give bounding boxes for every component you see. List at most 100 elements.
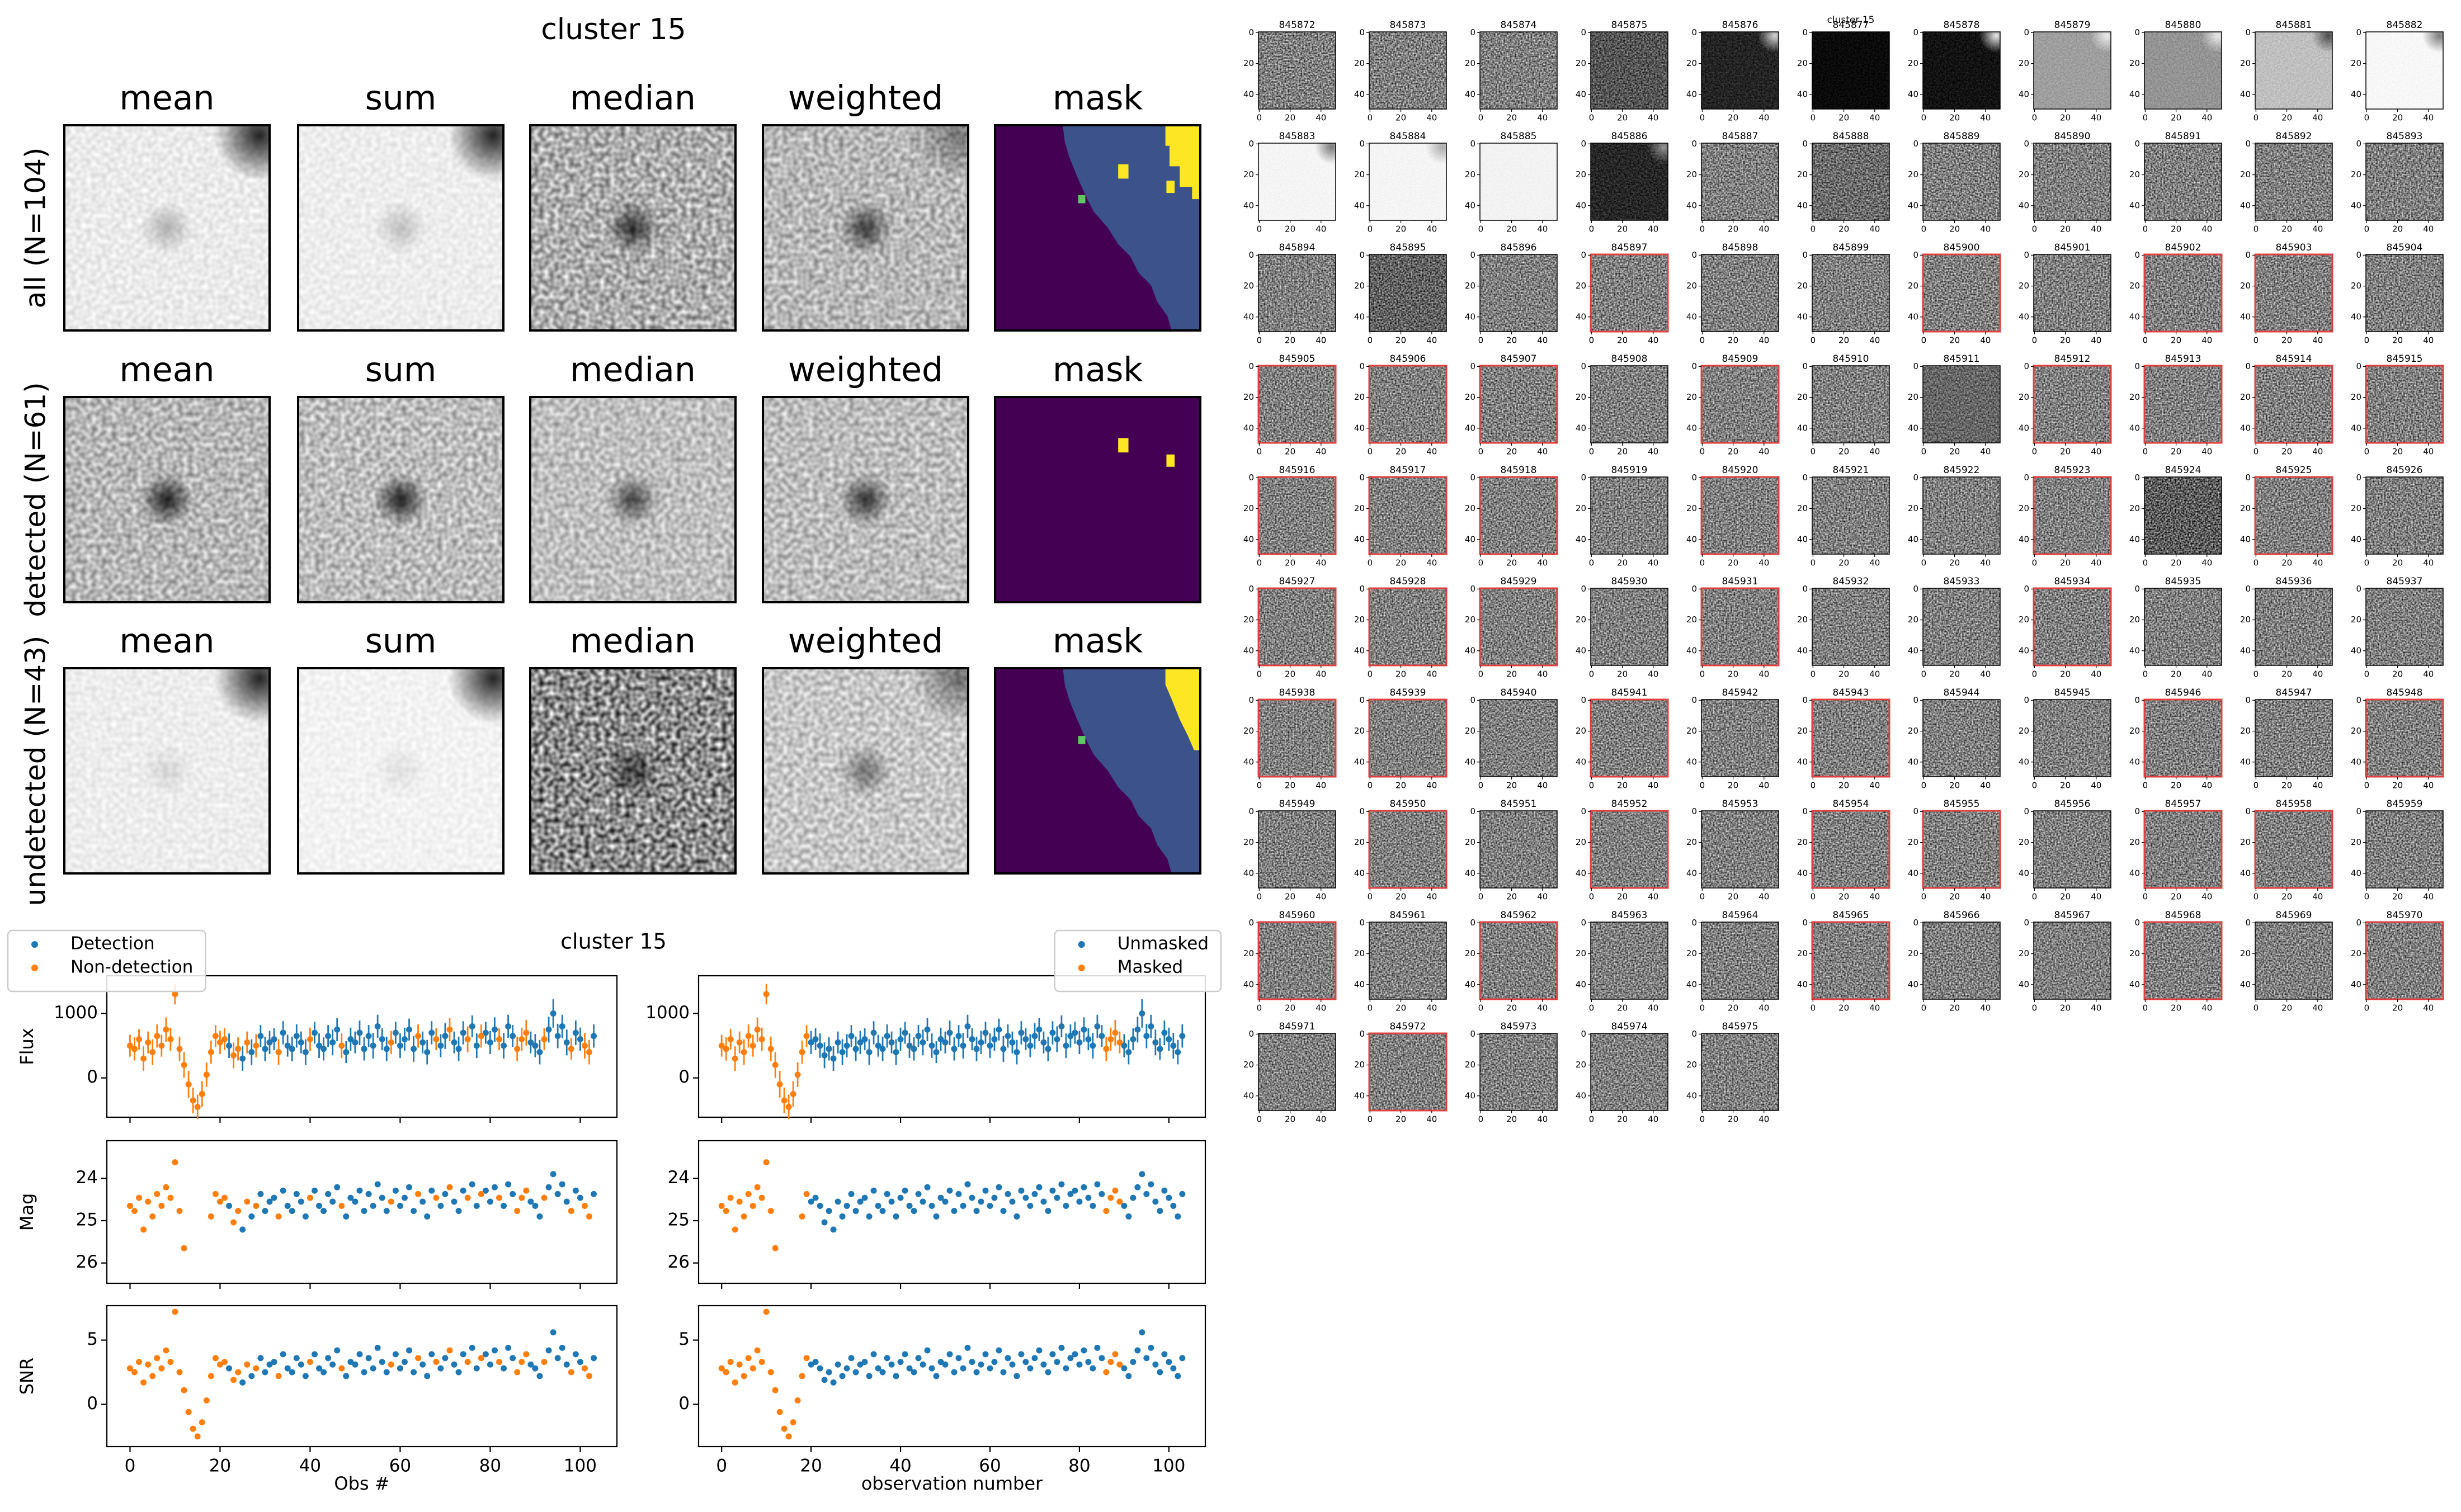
x-tick-label: 20 — [2392, 558, 2403, 568]
panel-frame — [63, 396, 271, 603]
data-point — [964, 1344, 971, 1351]
data-point — [951, 1208, 958, 1215]
image — [2255, 366, 2332, 443]
y-tick-label: 20 — [1354, 1060, 1365, 1070]
data-point — [559, 1023, 565, 1029]
data-point — [1067, 1355, 1074, 1362]
thumbnail-title: 845963 — [1611, 910, 1648, 921]
image — [2366, 366, 2443, 443]
data-point — [523, 1029, 530, 1036]
image — [1591, 366, 1668, 443]
thumbnail-frame — [2365, 31, 2444, 110]
y-tick-label: 0 — [1913, 27, 1918, 37]
data-point — [1103, 1208, 1110, 1215]
data-point — [527, 1361, 534, 1368]
x-tick-label: 20 — [1506, 1003, 1517, 1013]
x-tick-label: 40 — [1316, 447, 1326, 457]
y-tick-label: 0 — [1802, 472, 1808, 483]
data-point — [718, 1203, 725, 1209]
data-point — [226, 1365, 233, 1372]
data-point — [320, 1046, 327, 1052]
data-point — [518, 1359, 525, 1365]
image — [1701, 366, 1779, 443]
noise-image — [1701, 143, 1779, 220]
data-point — [352, 1361, 359, 1368]
data-point — [996, 1026, 1002, 1033]
thumbnail-title: 845932 — [1833, 576, 1869, 587]
thumbnail-title: 845914 — [2276, 353, 2312, 365]
data-point — [487, 1361, 493, 1368]
y-tick-label: 0 — [2245, 806, 2251, 816]
noise-image — [1923, 588, 2000, 665]
data-point — [933, 1049, 940, 1056]
x-tick-label: 0 — [1811, 669, 1816, 679]
data-point — [1031, 1190, 1038, 1197]
x-tick-label: 40 — [2201, 336, 2212, 346]
y-tick-label: 40 — [1576, 1090, 1586, 1100]
y-tick-label: 40 — [1243, 200, 1254, 210]
data-point — [906, 1203, 913, 1209]
y-tick-label: 0 — [1359, 695, 1365, 705]
thumbnail-frame — [2255, 588, 2333, 666]
y-tick-label: 40 — [2351, 868, 2361, 878]
y-tick-label: 40 — [1354, 311, 1365, 322]
y-tick-label: 0 — [1359, 139, 1365, 149]
y-tick-label: 40 — [1354, 757, 1365, 767]
x-tick-label: 20 — [800, 1456, 822, 1476]
data-point — [902, 1351, 908, 1358]
image — [2366, 811, 2443, 888]
y-tick-label: 0 — [1248, 584, 1254, 594]
thumbnail-title: 845974 — [1611, 1021, 1648, 1032]
y-tick-label: 40 — [2129, 979, 2140, 989]
data-point — [955, 1355, 962, 1362]
thumbnail-title: 845911 — [1944, 353, 1980, 365]
noise-image — [1480, 588, 1557, 665]
x-tick-label: 20 — [1949, 113, 1960, 123]
thumbnail-title: 845927 — [1279, 576, 1316, 587]
thumbnail-frame — [1369, 143, 1447, 221]
thumbnail-frame — [2143, 810, 2223, 889]
thumbnail-frame — [1257, 476, 1337, 555]
y-tick-label: 20 — [1354, 169, 1365, 179]
data-point — [149, 1213, 156, 1220]
corner-blob — [1647, 143, 1668, 164]
y-tick-label: 40 — [1797, 534, 1808, 544]
thumbnail-title: 845955 — [1944, 798, 1980, 810]
x-tick-label: 20 — [1949, 892, 1960, 902]
y-tick-label: 0 — [1581, 806, 1586, 816]
data-point — [1005, 1033, 1011, 1040]
noise-image — [1701, 700, 1779, 777]
data-point — [392, 1187, 399, 1194]
noise-image — [1591, 811, 1668, 888]
y-tick-label: 40 — [1243, 757, 1254, 767]
data-point — [397, 1203, 403, 1209]
y-tick-label: 0 — [1248, 139, 1254, 149]
data-point — [208, 1049, 214, 1056]
noise-image — [1369, 254, 1446, 332]
y-tick-label: 20 — [1797, 169, 1808, 179]
data-point — [870, 1029, 877, 1036]
image — [1591, 922, 1668, 999]
data-point — [1090, 1203, 1096, 1209]
y-tick-label: 0 — [1470, 695, 1475, 705]
x-tick-label: 0 — [1589, 224, 1595, 234]
data-point — [1031, 1033, 1038, 1040]
x-tick-label: 40 — [1869, 781, 1880, 791]
x-tick-label: 40 — [1316, 558, 1326, 568]
data-point — [982, 1029, 989, 1036]
data-point — [343, 1373, 350, 1379]
data-point — [767, 1046, 774, 1052]
thumbnail-frame — [2365, 143, 2444, 221]
x-tick-label: 0 — [2253, 669, 2259, 679]
x-tick-label: 20 — [1395, 558, 1406, 568]
noise-image — [2144, 588, 2222, 665]
noise-image — [1812, 811, 1889, 888]
data-point — [1005, 1190, 1011, 1197]
data-point — [897, 1036, 904, 1043]
x-tick-label: 40 — [2091, 669, 2101, 679]
y-tick-label: 40 — [2351, 200, 2361, 210]
noise-image — [1480, 477, 1557, 554]
data-point — [1112, 1187, 1119, 1194]
y-tick-label: 0 — [1802, 361, 1808, 371]
x-tick-label: 40 — [1869, 447, 1880, 457]
